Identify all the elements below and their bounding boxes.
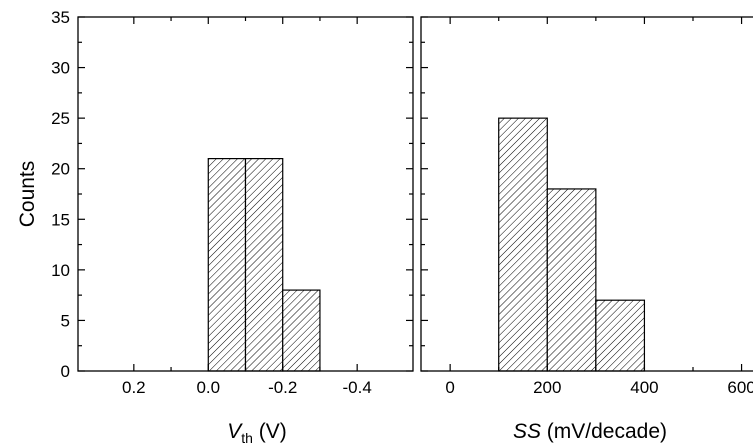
ss-bar-3 (595, 299, 646, 372)
ss-x-tick-label: 0 (445, 378, 454, 397)
y-tick-label: 15 (51, 210, 70, 229)
ss-x-tick-label: 400 (630, 378, 658, 397)
vth-bar-1 (207, 158, 247, 372)
vth-ticks (78, 16, 413, 372)
vth-x-axis-label-sub: th (241, 430, 253, 445)
ss-bar-1 (498, 117, 548, 372)
ss-ticks (421, 16, 743, 372)
vth-bar-3 (282, 289, 321, 372)
y-tick-label: 30 (51, 59, 70, 78)
vth-bar-2 (244, 158, 284, 372)
vth-x-axis-label: Vth (V) (227, 420, 287, 445)
vth-x-tick-label: 0.2 (122, 378, 146, 397)
vth-x-axis-label-main: V (227, 420, 243, 443)
vth-x-axis-label-unit: (V) (253, 420, 287, 443)
ss-x-axis-label-unit: (mV/decade) (541, 420, 667, 443)
ss-bars (498, 117, 646, 372)
ss-x-axis-label: SS (mV/decade) (513, 420, 667, 443)
y-tick-label: 0 (61, 362, 70, 381)
y-tick-label: 35 (51, 8, 70, 27)
ss-tick-labels: 0 200 400 600 (445, 378, 753, 397)
ss-histogram-panel: 0 200 400 600 SS (mV/decade) (420, 16, 753, 443)
ss-x-tick-label: 200 (533, 378, 561, 397)
y-tick-label: 25 (51, 109, 70, 128)
ss-plot-frame (420, 16, 753, 372)
vth-histogram-panel: 0.2 0.0 -0.2 -0.4 0 5 10 15 20 25 30 35 Counts Vth … (16, 8, 414, 445)
y-tick-label: 5 (61, 311, 70, 330)
ss-bar-2 (546, 188, 597, 372)
vth-x-tick-label: -0.2 (268, 378, 297, 397)
vth-plot-frame (77, 16, 414, 372)
ss-x-axis-label-main: SS (513, 420, 541, 443)
vth-x-tick-label: -0.4 (343, 378, 372, 397)
y-axis-label: Counts (16, 161, 39, 228)
y-tick-label: 20 (51, 160, 70, 179)
y-tick-label: 10 (51, 261, 70, 280)
ss-x-tick-label: 600 (727, 378, 753, 397)
vth-x-tick-label: 0.0 (196, 378, 220, 397)
vth-bars (207, 158, 321, 372)
vth-tick-labels: 0.2 0.0 -0.2 -0.4 0 5 10 15 20 25 30 35 (51, 8, 372, 397)
